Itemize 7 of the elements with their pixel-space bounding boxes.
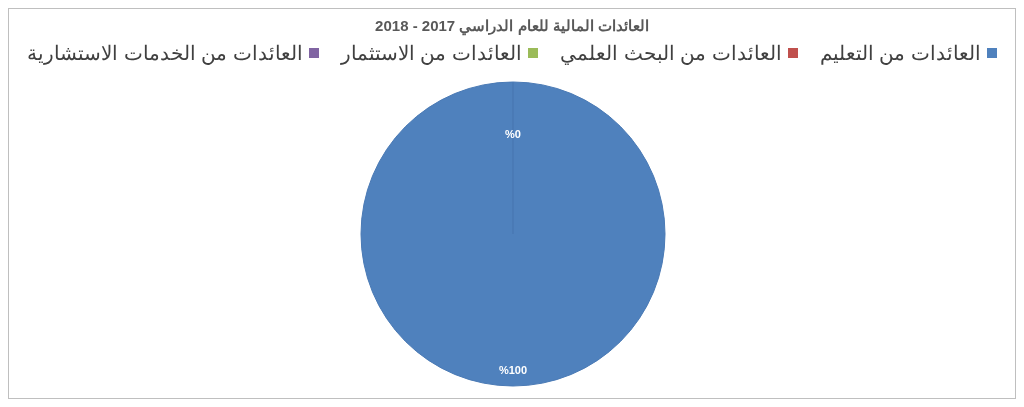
chart-title: العائدات المالية للعام الدراسي 2017 - 2018 bbox=[375, 17, 649, 36]
legend-label: العائدات من الاستثمار bbox=[340, 41, 522, 65]
data-label: %100 bbox=[498, 363, 528, 376]
legend-label: العائدات من البحث العلمي bbox=[560, 41, 782, 65]
text: %0 bbox=[505, 128, 521, 141]
legend-label: العائدات من الخدمات الاستشارية bbox=[27, 41, 303, 65]
legend-label: العائدات من التعليم bbox=[819, 41, 981, 65]
